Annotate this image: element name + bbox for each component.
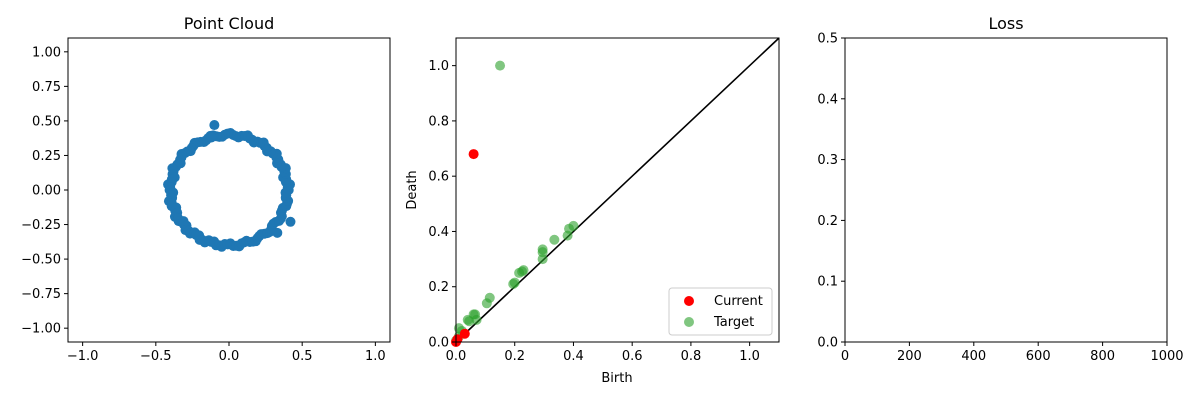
legend: Current Target [668,287,773,336]
x-tick-label: 600 [1026,349,1051,364]
point-cloud-frame [67,37,391,343]
diagonal-line [455,37,780,343]
x-tick-label: −1.0 [67,349,99,364]
target-point [537,254,548,265]
target-point [495,60,506,71]
loss-frame [844,37,1168,343]
y-tick-label: 0.00 [32,184,61,199]
x-tick-label: 0.8 [681,349,702,364]
x-tick-label: 0.5 [292,349,313,364]
cloud-point [285,216,296,227]
y-tick-label: 0.8 [428,114,449,129]
cloud-point [209,120,220,131]
persistence-diagram-panel: 0.0 0.2 0.4 0.6 0.8 1.0 0.0 0.2 0.4 0.6 0.8 1.0 Bi… [405,37,780,386]
y-tick-label: 0.0 [428,336,449,351]
y-tick-label: 0.75 [32,80,61,95]
target-point [508,278,519,289]
target-point [481,298,492,309]
point-cloud-marks [163,120,296,252]
y-tick-label: −0.25 [21,218,61,233]
current-point [468,149,479,160]
loss-title: Loss [988,14,1023,33]
y-tick-label: 0.1 [817,275,838,290]
persistence-diagram-marks [451,37,780,347]
x-tick-label: 200 [897,349,922,364]
point-cloud-panel: Point Cloud −1.0 −0.5 0.0 0.5 1.0 −1.00 −0.75… [21,14,391,364]
y-tick-label: 0.4 [817,92,838,107]
x-tick-label: 0.6 [622,349,643,364]
y-tick-label: 0.2 [817,214,838,229]
loss-x-ticks: 0 200 400 600 800 1000 [841,342,1184,364]
y-tick-label: 0.4 [428,225,449,240]
target-point [549,234,560,245]
x-tick-label: 0.0 [446,349,467,364]
target-point [562,230,573,241]
persistence-diagram-x-ticks: 0.0 0.2 0.4 0.6 0.8 1.0 [446,342,760,364]
x-tick-label: 0.0 [219,349,240,364]
x-tick-label: 1.0 [365,349,386,364]
y-tick-label: −0.50 [21,253,61,268]
current-point [459,328,470,339]
x-tick-label: 1000 [1150,349,1183,364]
legend-label-current: Current [714,294,763,309]
y-tick-label: 0.0 [817,336,838,351]
death-axis-label: Death [405,170,420,209]
y-tick-label: 0.25 [32,149,61,164]
legend-marker-target [684,317,694,327]
persistence-diagram-y-ticks: 0.0 0.2 0.4 0.6 0.8 1.0 [428,59,456,351]
cloud-point [272,227,283,238]
x-tick-label: 0.2 [504,349,525,364]
y-tick-label: 1.0 [428,59,449,74]
point-cloud-title: Point Cloud [184,14,275,33]
current-point [452,334,463,345]
y-tick-label: 0.3 [817,153,838,168]
legend-label-target: Target [713,315,754,330]
legend-marker-current [684,296,694,306]
x-tick-label: 0.4 [563,349,584,364]
loss-panel: Loss 0 200 400 600 800 1000 0.00.10.20.30.40.… [817,14,1183,364]
x-tick-label: 400 [961,349,986,364]
loss-y-ticks: 0.0 0.1 0.2 0.3 0.4 0.5 [817,32,845,351]
y-tick-label: 0.2 [428,280,449,295]
y-tick-label: 0.50 [32,114,61,129]
birth-axis-label: Birth [601,371,632,386]
y-tick-label: 0.6 [428,170,449,185]
y-tick-label: 1.00 [32,45,61,60]
persistence-diagram-frame [455,37,780,343]
target-point [537,247,548,258]
x-tick-label: 800 [1090,349,1115,364]
cloud-point [280,187,291,198]
target-point [464,316,475,327]
point-cloud-x-ticks: −1.0 −0.5 0.0 0.5 1.0 [67,342,386,364]
y-tick-label: −1.00 [21,322,61,337]
y-tick-label: 0.5 [817,32,838,47]
x-tick-label: 1.0 [739,349,760,364]
point-cloud-y-ticks: −1.00 −0.75 −0.50 −0.25 0.00 0.25 0.50 0.75 1.00 [21,45,68,337]
legend-box [668,287,773,336]
cloud-point [206,132,217,143]
target-point [514,267,525,278]
y-tick-label: −0.75 [21,287,61,302]
x-tick-label: −0.5 [140,349,172,364]
x-tick-label: 0 [841,349,849,364]
